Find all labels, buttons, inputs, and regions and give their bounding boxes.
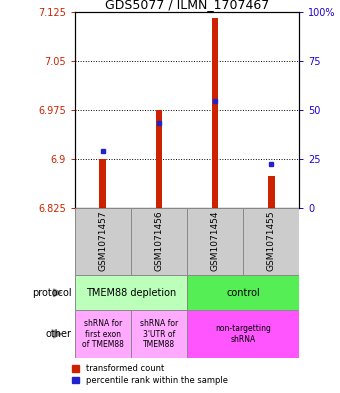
Text: GSM1071454: GSM1071454 (210, 210, 220, 271)
Text: GSM1071456: GSM1071456 (154, 210, 164, 271)
Bar (100, 159, 106, 208)
Bar (268, 176, 274, 208)
Bar (75, 310, 131, 358)
Text: non-targetting
shRNA: non-targetting shRNA (215, 324, 271, 344)
Legend: transformed count, percentile rank within the sample: transformed count, percentile rank withi… (72, 364, 227, 385)
Bar (187, 275, 299, 310)
Bar (75, 275, 187, 310)
Bar (212, 18, 218, 208)
Text: shRNA for
3'UTR of
TMEM88: shRNA for 3'UTR of TMEM88 (140, 319, 178, 349)
Bar (187, 310, 299, 358)
Bar (131, 208, 187, 275)
Text: other: other (46, 329, 71, 339)
Text: control: control (226, 288, 260, 298)
Text: GSM1071457: GSM1071457 (98, 210, 107, 271)
Text: shRNA for
first exon
of TMEM88: shRNA for first exon of TMEM88 (82, 319, 124, 349)
Bar (131, 310, 187, 358)
Title: GDS5077 / ILMN_1707467: GDS5077 / ILMN_1707467 (105, 0, 269, 11)
Bar (156, 110, 162, 208)
Text: GSM1071455: GSM1071455 (267, 210, 276, 271)
Text: TMEM88 depletion: TMEM88 depletion (86, 288, 176, 298)
Bar (187, 208, 243, 275)
Bar (243, 208, 299, 275)
Bar (75, 208, 131, 275)
Text: protocol: protocol (32, 288, 71, 298)
